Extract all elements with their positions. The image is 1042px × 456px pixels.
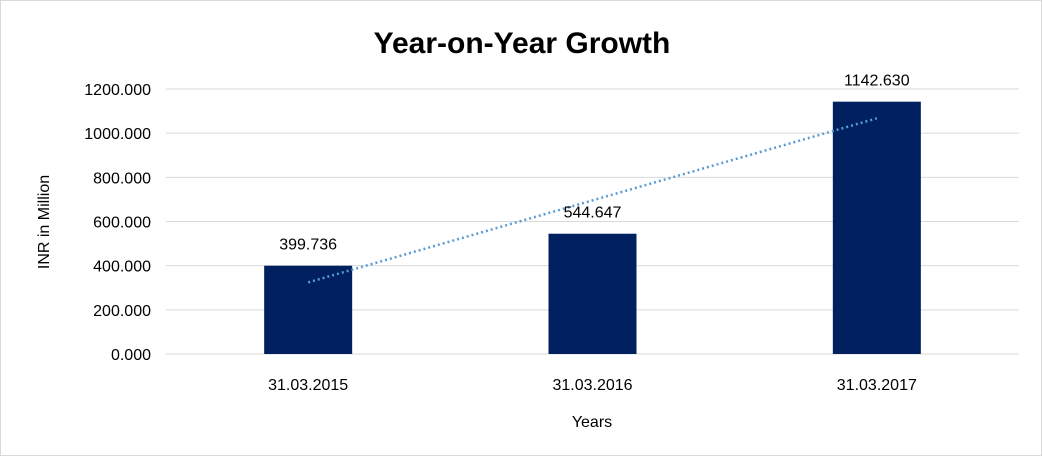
trendline: [307, 117, 878, 284]
trendline-group: [307, 117, 878, 284]
y-tick-label: 600.000: [93, 215, 151, 232]
x-axis-title: Years: [572, 414, 612, 431]
x-tick-label: 31.03.2015: [268, 377, 348, 394]
chart-title: Year-on-Year Growth: [374, 27, 671, 60]
y-tick-label: 800.000: [93, 170, 151, 187]
y-tick-label: 1200.000: [84, 82, 151, 99]
data-label: 399.736: [279, 237, 337, 254]
bar: [264, 265, 353, 354]
x-tick-label: 31.03.2016: [552, 377, 632, 394]
y-tick-label: 200.000: [93, 303, 151, 320]
x-axis-ticks: 31.03.2015 31.03.2016 31.03.2017: [268, 377, 917, 394]
data-labels: 399.736 544.647 1142.630: [279, 73, 909, 254]
x-tick-label: 31.03.2017: [837, 377, 917, 394]
bars: [264, 101, 921, 354]
bar: [548, 233, 637, 354]
y-axis-ticks: 0.000 200.000 400.000 600.000 800.000 1000.00…: [84, 82, 151, 364]
bar: [832, 101, 921, 354]
y-tick-label: 1000.000: [84, 126, 151, 143]
y-axis-title: INR in Million: [36, 175, 53, 269]
data-label: 1142.630: [844, 73, 910, 90]
y-tick-label: 0.000: [111, 347, 151, 364]
y-tick-label: 400.000: [93, 259, 151, 276]
data-label: 544.647: [564, 205, 622, 222]
